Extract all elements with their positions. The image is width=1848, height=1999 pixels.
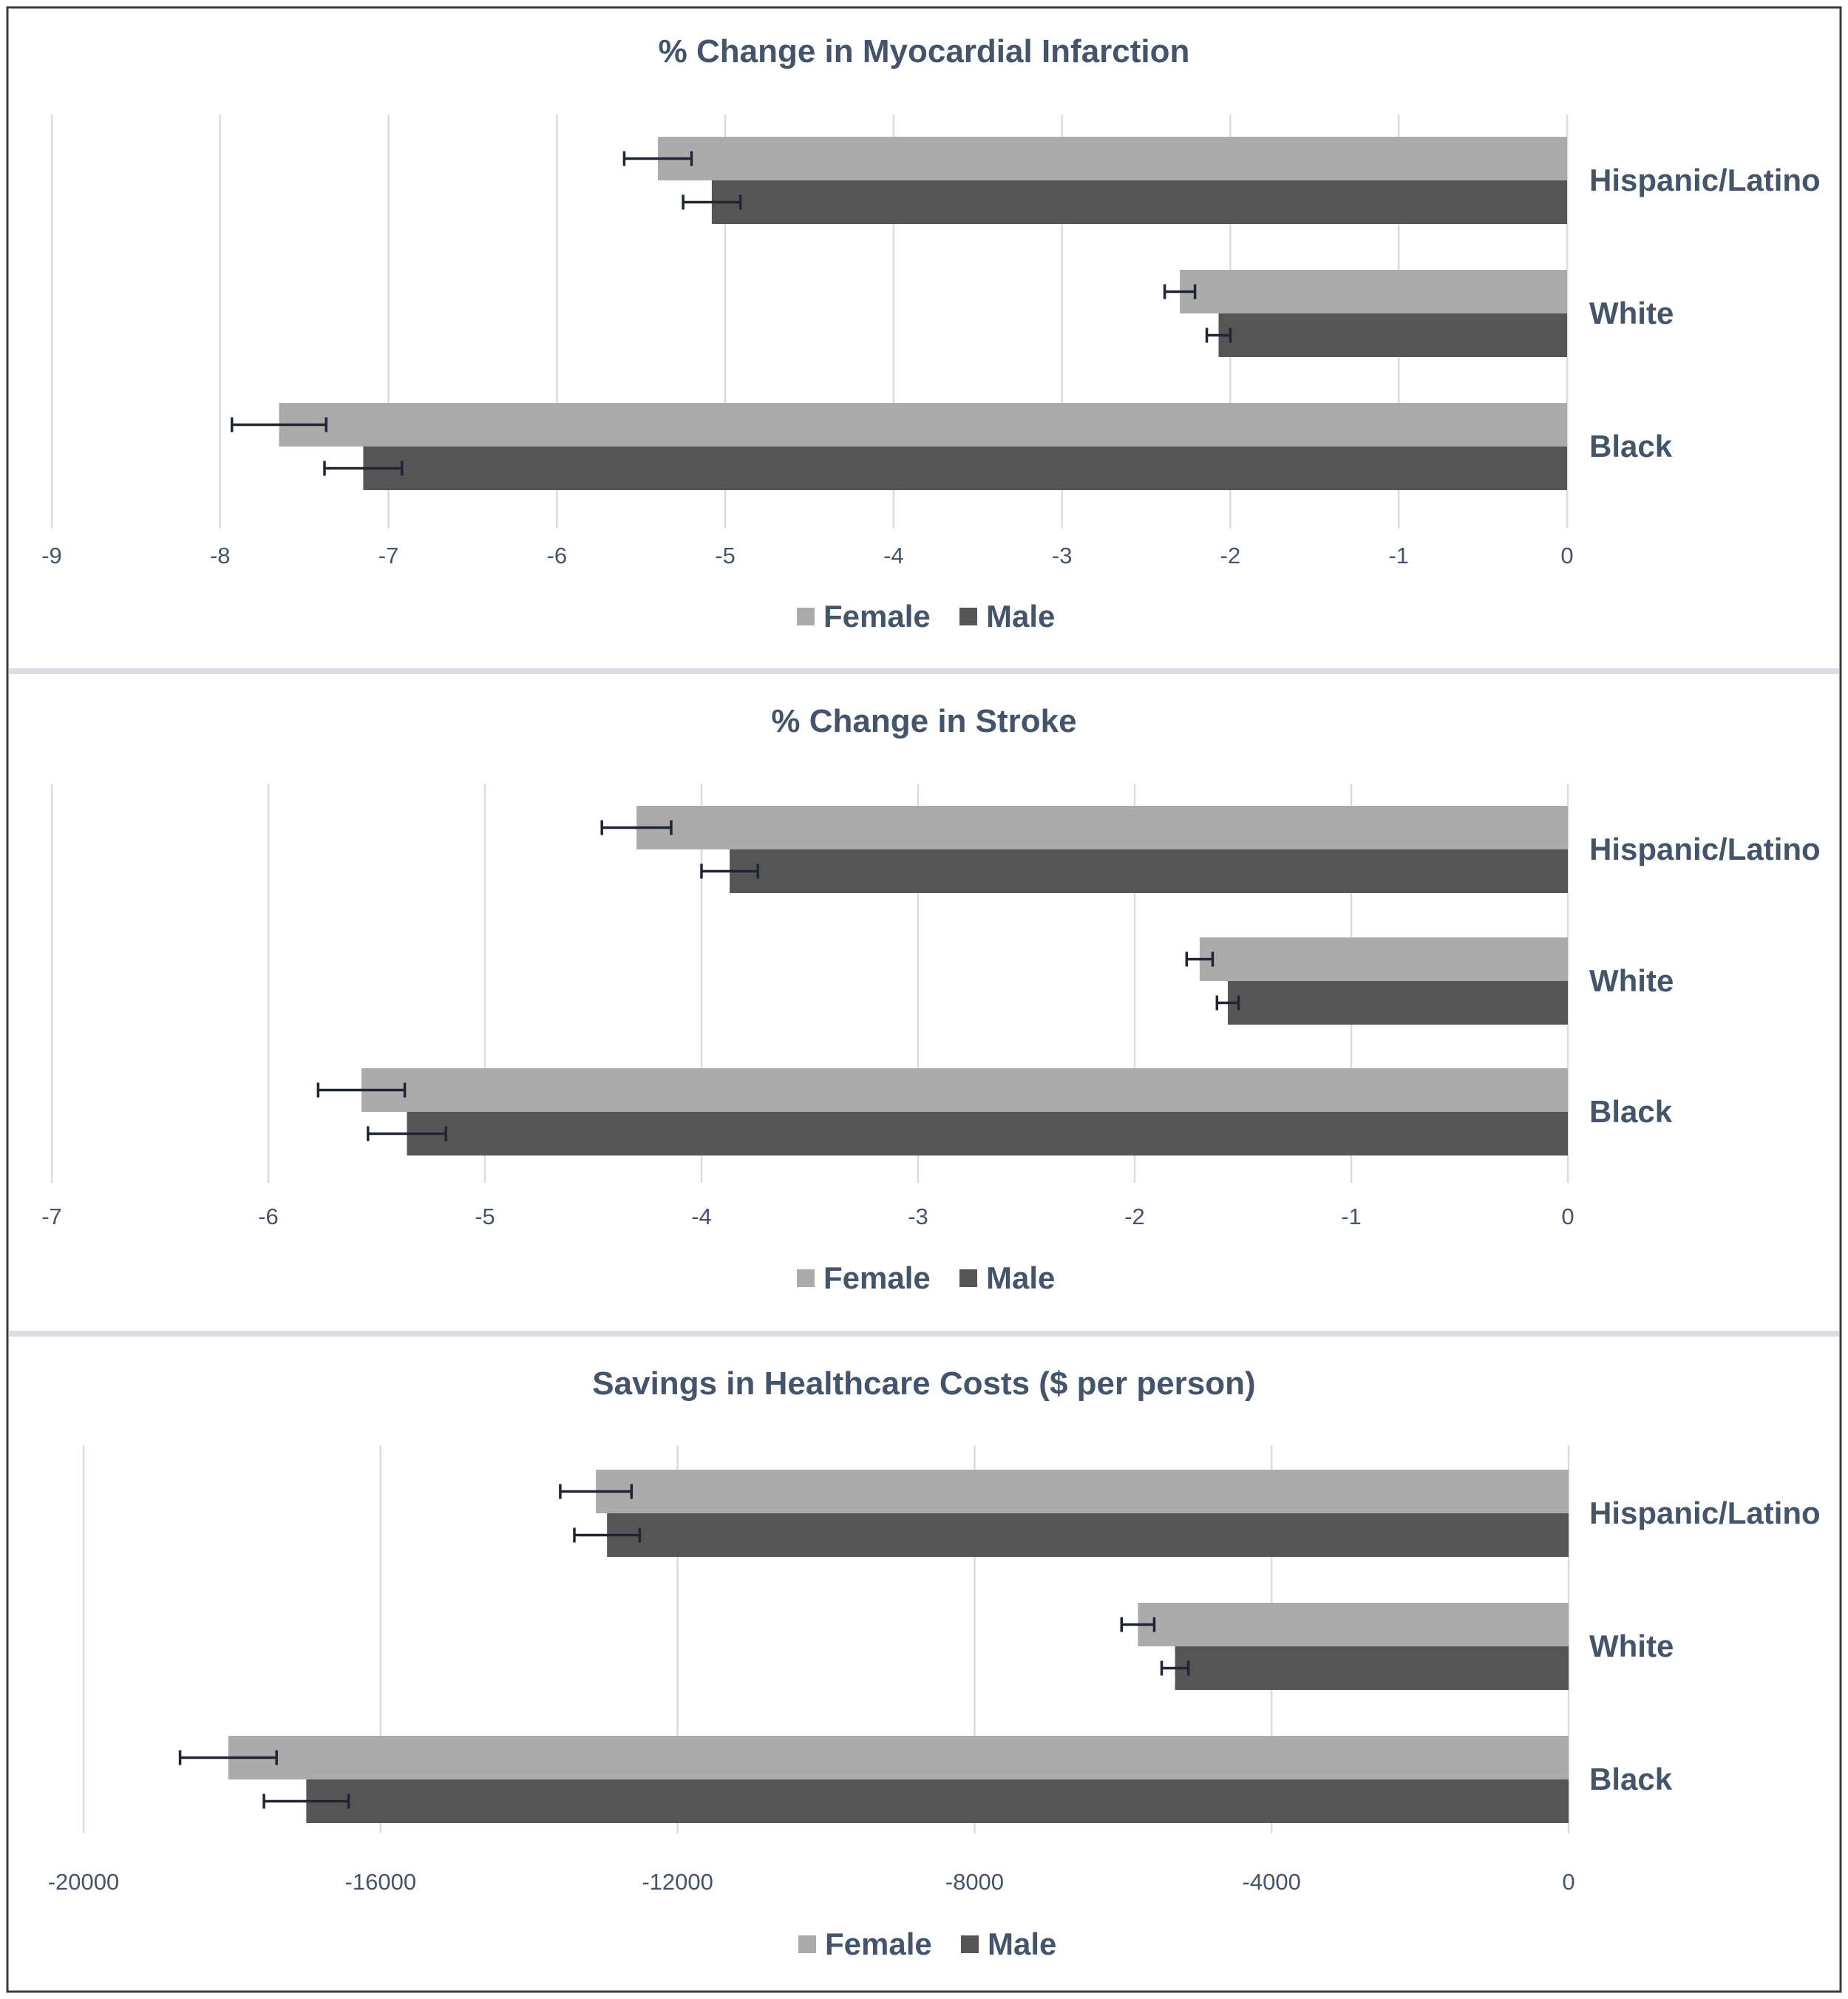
legend-label-female: Female [823, 1260, 931, 1295]
legend-swatch-female [798, 1935, 816, 1953]
category-label: Hispanic/Latino [1589, 1496, 1821, 1530]
x-tick-label: -6 [547, 543, 568, 569]
x-tick-label: -16000 [345, 1869, 417, 1895]
bar-female [1180, 270, 1567, 313]
panel-stroke: % Change in Stroke -7 -6 -5 -4 -3 -2 -1 0 Hispan… [41, 703, 1820, 1295]
x-tick-label: -1 [1388, 543, 1409, 569]
x-tick-label: -8 [210, 543, 231, 569]
error-bar [573, 1527, 642, 1543]
category-label: White [1589, 963, 1674, 998]
bar-male [1175, 1646, 1569, 1690]
panel-healthcare-costs: Savings in Healthcare Costs ($ per perso… [48, 1365, 1821, 1961]
error-bar [1160, 1660, 1190, 1676]
error-bar [1163, 284, 1197, 299]
legend: Female Male [798, 1927, 1056, 1961]
x-tick-label: -3 [1052, 543, 1073, 569]
x-tick-label: -5 [475, 1204, 495, 1229]
category-label: Black [1589, 1094, 1673, 1129]
legend-label-male: Male [986, 1260, 1055, 1295]
error-bar [1215, 995, 1240, 1011]
bar-male [363, 447, 1567, 490]
bar-male [1218, 313, 1567, 357]
legend: Female Male [797, 599, 1055, 634]
bar-female [658, 137, 1567, 180]
x-tick-label: -8000 [945, 1869, 1004, 1895]
legend-label-female: Female [823, 599, 931, 634]
x-tick-label: -3 [908, 1204, 928, 1229]
plot-area: -9 -8 -7 -6 -5 -4 -3 -2 -1 0 Hispanic/Latino White B… [41, 115, 1821, 569]
category-label: White [1589, 296, 1674, 330]
x-tick-label: -4 [883, 543, 904, 569]
panel-myocardial-infarction: % Change in Myocardial Infarction -9 -8 -7… [41, 33, 1820, 634]
error-bar [178, 1750, 278, 1765]
x-tick-label: -2 [1124, 1204, 1145, 1229]
error-bar [682, 194, 742, 210]
x-tick-label: -20000 [48, 1869, 120, 1895]
bar-male [1227, 981, 1568, 1025]
bar-female [279, 403, 1567, 447]
bar-female [1138, 1603, 1569, 1646]
legend-swatch-female [797, 1269, 815, 1287]
legend: Female Male [797, 1260, 1055, 1295]
x-tick-label: 0 [1561, 1204, 1574, 1229]
x-tick-label: -6 [258, 1204, 279, 1229]
x-tick-label: -4000 [1243, 1869, 1301, 1895]
x-tick-label: 0 [1560, 543, 1573, 569]
x-tick-label: -7 [41, 1204, 62, 1229]
bar-male [607, 1513, 1569, 1557]
bar-male [711, 180, 1567, 224]
bar-female [636, 806, 1568, 849]
x-tick-label: -2 [1220, 543, 1241, 569]
x-tick-label: 0 [1562, 1869, 1574, 1895]
error-bar [1120, 1617, 1156, 1632]
error-bar [230, 417, 328, 432]
error-bar [600, 820, 673, 835]
error-bar [262, 1793, 350, 1809]
x-tick-label: -1 [1341, 1204, 1362, 1229]
category-label: White [1589, 1629, 1674, 1663]
bar-female [596, 1470, 1569, 1513]
bar-male [407, 1112, 1568, 1155]
x-tick-label: -12000 [642, 1869, 713, 1895]
bar-female [361, 1068, 1568, 1112]
x-tick-label: -9 [41, 543, 62, 569]
legend-label-female: Female [825, 1927, 932, 1961]
error-bar [559, 1484, 633, 1499]
bar-female [228, 1736, 1569, 1779]
category-label: Hispanic/Latino [1589, 832, 1821, 866]
error-bar [700, 863, 759, 879]
chart-title: % Change in Myocardial Infarction [659, 33, 1190, 69]
category-label: Black [1589, 429, 1673, 464]
legend-label-male: Male [986, 599, 1055, 634]
error-bar [1185, 951, 1215, 967]
bar-male [730, 849, 1568, 893]
bar-female [1199, 937, 1568, 981]
error-bar [1205, 327, 1232, 343]
legend-swatch-male [959, 608, 977, 625]
x-tick-label: -4 [691, 1204, 712, 1229]
error-bar [622, 151, 693, 166]
x-tick-label: -7 [378, 543, 399, 569]
category-label: Black [1589, 1762, 1673, 1796]
legend-label-male: Male [988, 1927, 1056, 1961]
bar-male [306, 1779, 1569, 1823]
legend-swatch-male [959, 1269, 977, 1287]
error-bar [367, 1126, 448, 1141]
chart-title: Savings in Healthcare Costs ($ per perso… [592, 1365, 1255, 1402]
legend-swatch-female [797, 608, 815, 625]
category-label: Hispanic/Latino [1589, 163, 1821, 197]
x-tick-label: -5 [715, 543, 736, 569]
error-bar [316, 1082, 407, 1098]
plot-area: -7 -6 -5 -4 -3 -2 -1 0 Hispanic/Latino White Black [41, 784, 1821, 1229]
error-bar [323, 461, 404, 476]
plot-area: -20000 -16000 -12000 -8000 -4000 0 Hispanic/La… [48, 1445, 1821, 1895]
chart-title: % Change in Stroke [771, 703, 1076, 739]
legend-swatch-male [961, 1935, 979, 1953]
